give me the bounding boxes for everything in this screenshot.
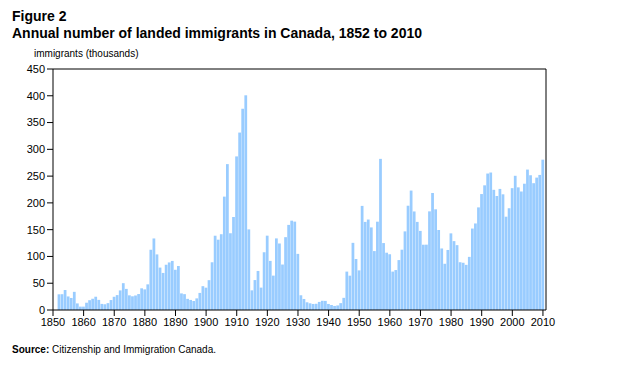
svg-text:1930: 1930 — [286, 316, 310, 328]
svg-text:0: 0 — [39, 304, 45, 316]
svg-text:400: 400 — [27, 90, 45, 102]
svg-text:300: 300 — [27, 143, 45, 155]
svg-text:1910: 1910 — [224, 316, 248, 328]
svg-text:2000: 2000 — [500, 316, 524, 328]
svg-text:2010: 2010 — [531, 316, 555, 328]
svg-text:1920: 1920 — [255, 316, 279, 328]
svg-text:200: 200 — [27, 197, 45, 209]
svg-text:1960: 1960 — [378, 316, 402, 328]
svg-text:250: 250 — [27, 170, 45, 182]
html-text:Figure 2: Figure 2 — [12, 8, 67, 24]
html-text:Source: Citizenship and Immigr: Source: Citizenship and Immigration Cana… — [12, 344, 216, 355]
svg-text:1850: 1850 — [41, 316, 65, 328]
svg-text:1990: 1990 — [469, 316, 493, 328]
svg-text:50: 50 — [33, 277, 45, 289]
svg-text:350: 350 — [27, 116, 45, 128]
svg-text:1890: 1890 — [163, 316, 187, 328]
html-text:Annual number of landed immigr: Annual number of landed immigrants in Ca… — [12, 25, 422, 41]
svg-text:1980: 1980 — [439, 316, 463, 328]
svg-text:1970: 1970 — [408, 316, 432, 328]
svg-text:1900: 1900 — [194, 316, 218, 328]
svg-text:1940: 1940 — [316, 316, 340, 328]
svg-text:450: 450 — [27, 63, 45, 75]
svg-text:100: 100 — [27, 250, 45, 262]
html-text:immigrants (thousands): immigrants (thousands) — [34, 48, 139, 59]
svg-text:1860: 1860 — [71, 316, 95, 328]
svg-text:1950: 1950 — [347, 316, 371, 328]
svg-text:150: 150 — [27, 224, 45, 236]
svg-text:1880: 1880 — [133, 316, 157, 328]
svg-text:1870: 1870 — [102, 316, 126, 328]
